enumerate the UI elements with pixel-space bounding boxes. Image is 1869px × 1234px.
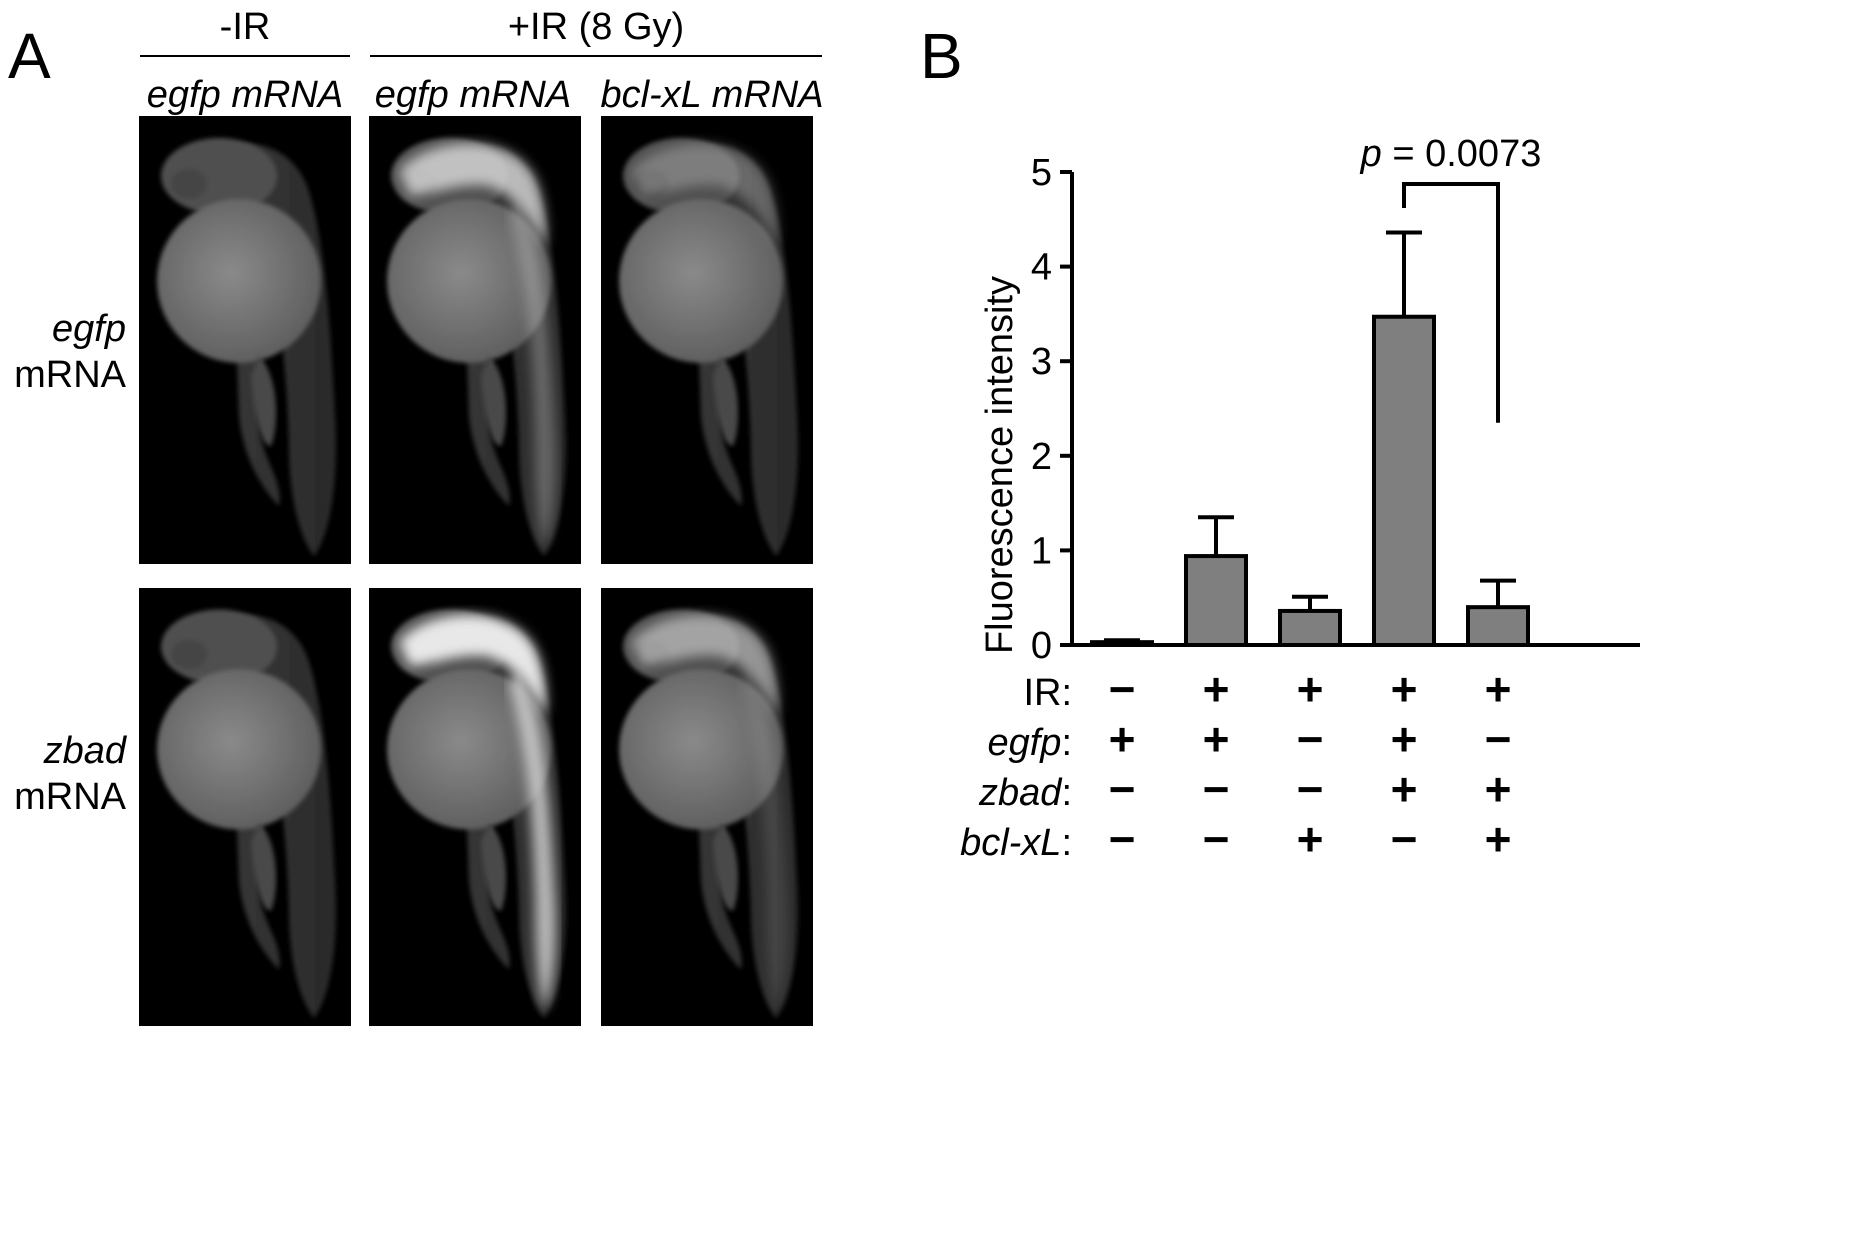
condition-sign: − bbox=[1297, 763, 1324, 815]
micrograph-zbad-minus-ir bbox=[139, 588, 351, 1026]
row-label-egfp: egfp mRNA bbox=[0, 306, 126, 398]
condition-sign: + bbox=[1391, 763, 1418, 815]
condition-sign: + bbox=[1485, 813, 1512, 865]
condition-table: IR: − + + + +egfp: + + − + −zbad: − − − + +bcl-xL: − − + − + bbox=[960, 663, 1511, 865]
condition-label: IR: bbox=[1023, 672, 1072, 714]
condition-sign: − bbox=[1297, 713, 1324, 765]
condition-sign: + bbox=[1297, 663, 1324, 715]
y-ticks: 0 1 2 3 4 5 bbox=[1031, 152, 1072, 667]
bar bbox=[1372, 314, 1436, 647]
micrograph-zbad-plus-ir-egfp bbox=[369, 588, 581, 1026]
bar bbox=[1466, 605, 1530, 648]
condition-colon: : bbox=[1061, 672, 1072, 714]
condition-sign: + bbox=[1391, 713, 1418, 765]
group-rule-minus-ir bbox=[140, 55, 350, 57]
panel-b-letter: B bbox=[920, 20, 963, 92]
panel-a-letter: A bbox=[8, 20, 51, 92]
row-label-egfp-gene: egfp bbox=[52, 308, 126, 350]
condition-sign: + bbox=[1203, 713, 1230, 765]
condition-label: bcl-xL: bbox=[960, 822, 1072, 864]
embryo-image bbox=[601, 116, 813, 564]
micrograph-zbad-plus-ir-bclxl bbox=[601, 588, 813, 1026]
y-tick-label: 3 bbox=[1031, 341, 1052, 383]
embryo-image bbox=[139, 116, 351, 564]
error-bars bbox=[1104, 230, 1516, 643]
micrograph-egfp-plus-ir-bclxl bbox=[601, 116, 813, 564]
condition-sign: + bbox=[1391, 663, 1418, 715]
row-label-egfp-suffix: mRNA bbox=[14, 354, 126, 396]
condition-sign: + bbox=[1485, 763, 1512, 815]
bar bbox=[1278, 608, 1342, 647]
embryo-image bbox=[369, 588, 581, 1026]
condition-sign: − bbox=[1391, 813, 1418, 865]
condition-colon: : bbox=[1061, 822, 1072, 864]
condition-sign: + bbox=[1297, 813, 1324, 865]
condition-name: zbad bbox=[978, 772, 1063, 814]
condition-sign: − bbox=[1203, 763, 1230, 815]
condition-colon: : bbox=[1061, 772, 1072, 814]
bar bbox=[1090, 640, 1154, 647]
y-tick-label: 5 bbox=[1031, 152, 1052, 194]
embryo-image bbox=[601, 588, 813, 1026]
row-label-zbad-gene: zbad bbox=[43, 730, 126, 772]
p-symbol: p bbox=[1360, 133, 1382, 175]
group-label-plus-ir: +IR (8 Gy) bbox=[507, 6, 685, 48]
column-label-2: egfp mRNA bbox=[374, 74, 572, 116]
condition-name: bcl-xL bbox=[960, 822, 1061, 864]
condition-name: egfp bbox=[987, 722, 1061, 764]
row-label-zbad: zbad mRNA bbox=[0, 728, 126, 820]
p-value: = 0.0073 bbox=[1382, 133, 1542, 175]
condition-sign: + bbox=[1485, 663, 1512, 715]
condition-label: zbad: bbox=[978, 772, 1072, 814]
bar-chart: Fluorescence intensity 0 1 2 3 4 5 p = 0.0073… bbox=[960, 133, 1640, 865]
y-tick-label: 1 bbox=[1031, 530, 1052, 572]
y-tick-label: 2 bbox=[1031, 436, 1052, 478]
significance-bracket bbox=[1402, 182, 1500, 423]
chart-axes bbox=[1070, 172, 1640, 647]
condition-sign: + bbox=[1109, 713, 1136, 765]
micrograph-egfp-minus-ir bbox=[139, 116, 351, 564]
bar bbox=[1184, 554, 1248, 647]
group-label-minus-ir: -IR bbox=[219, 6, 271, 48]
condition-sign: − bbox=[1485, 713, 1512, 765]
significance-annotation: p = 0.0073 bbox=[1360, 133, 1542, 423]
condition-label: egfp: bbox=[987, 722, 1072, 764]
group-rule-plus-ir bbox=[370, 55, 822, 57]
condition-colon: : bbox=[1061, 722, 1072, 764]
column-label-1: egfp mRNA bbox=[146, 74, 344, 116]
y-tick-label: 0 bbox=[1031, 625, 1052, 667]
condition-sign: − bbox=[1203, 813, 1230, 865]
y-axis-label: Fluorescence intensity bbox=[979, 276, 1021, 654]
row-label-zbad-suffix: mRNA bbox=[14, 776, 126, 818]
condition-sign: + bbox=[1203, 663, 1230, 715]
p-value-label: p = 0.0073 bbox=[1360, 133, 1542, 175]
condition-sign: − bbox=[1109, 813, 1136, 865]
condition-name: IR bbox=[1023, 672, 1061, 714]
condition-sign: − bbox=[1109, 763, 1136, 815]
column-label-3: bcl-xL mRNA bbox=[600, 74, 824, 116]
condition-sign: − bbox=[1109, 663, 1136, 715]
bars bbox=[1090, 314, 1530, 648]
y-tick-label: 4 bbox=[1031, 247, 1052, 289]
embryo-image bbox=[139, 588, 351, 1026]
micrograph-egfp-plus-ir-egfp bbox=[369, 116, 581, 564]
embryo-image bbox=[369, 116, 581, 564]
